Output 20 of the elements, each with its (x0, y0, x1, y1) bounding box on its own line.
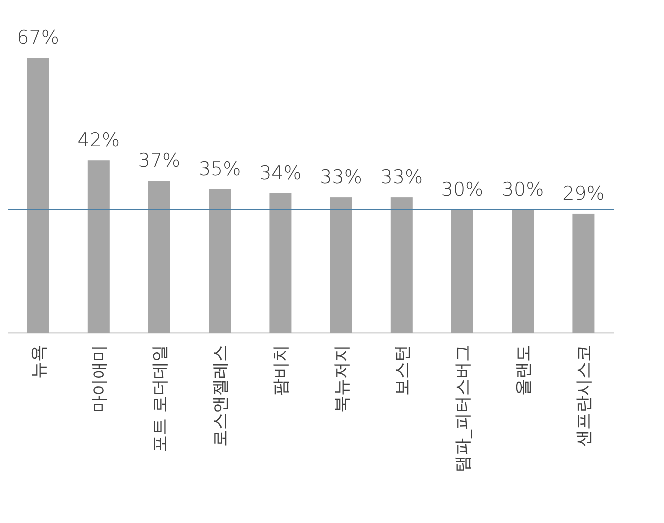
data-label: 35% (198, 158, 242, 180)
data-label: 34% (260, 162, 302, 184)
x-tick-label: 올랜도 (514, 345, 534, 396)
data-label: 33% (380, 166, 424, 189)
x-tick-label: 로스앤젤레스 (211, 345, 232, 447)
x-tick-label: 보스턴 (392, 345, 413, 396)
x-tick-label: 마이애미 (90, 345, 110, 413)
x-tick-label: 샌프란시스코 (574, 345, 595, 447)
data-label: 42% (78, 130, 120, 152)
data-label: 30% (441, 178, 484, 201)
data-label: 29% (562, 182, 605, 205)
x-tick-label: 포트 로더데일 (150, 345, 170, 452)
x-tick-label: 북뉴저지 (332, 345, 352, 413)
x-tick-label: 팜비치 (272, 345, 292, 396)
x-tick-label: 뉴욕 (29, 345, 50, 379)
x-tick-label: 탬파_피터스버그 (454, 345, 474, 472)
data-label: 33% (320, 166, 362, 189)
data-label: 30% (502, 178, 544, 201)
data-label: 37% (138, 150, 181, 172)
data-label: 67% (17, 27, 60, 49)
